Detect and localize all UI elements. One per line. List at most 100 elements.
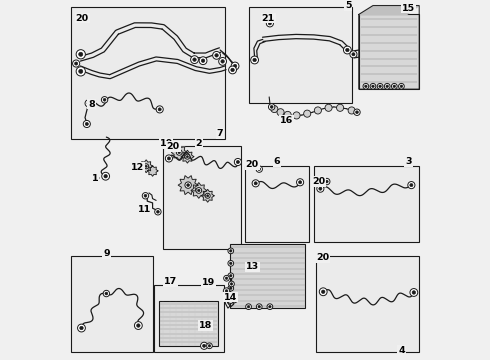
Circle shape (319, 187, 322, 190)
Circle shape (247, 305, 250, 308)
Circle shape (202, 344, 206, 347)
Text: 16: 16 (280, 116, 294, 125)
Circle shape (325, 180, 328, 183)
Circle shape (321, 290, 325, 293)
Circle shape (76, 67, 85, 76)
Circle shape (230, 283, 233, 285)
Text: 4: 4 (398, 346, 405, 355)
Circle shape (271, 105, 278, 113)
Circle shape (171, 144, 177, 150)
Text: 20: 20 (167, 142, 180, 151)
Bar (154, 285, 223, 352)
Circle shape (252, 180, 259, 187)
Circle shape (304, 110, 311, 117)
Circle shape (165, 155, 172, 162)
Circle shape (213, 51, 220, 59)
Text: 20: 20 (313, 177, 325, 186)
Polygon shape (140, 160, 152, 173)
Circle shape (176, 149, 182, 155)
Text: 20: 20 (245, 160, 259, 169)
Circle shape (296, 179, 304, 186)
Circle shape (155, 208, 161, 215)
Circle shape (228, 285, 234, 291)
Text: 9: 9 (103, 249, 110, 258)
Circle shape (256, 166, 263, 172)
Circle shape (231, 296, 238, 303)
Bar (71, 7, 225, 139)
Circle shape (229, 262, 232, 265)
Circle shape (185, 182, 191, 188)
Circle shape (348, 107, 355, 114)
Circle shape (104, 175, 107, 178)
Circle shape (228, 248, 234, 254)
Circle shape (74, 62, 78, 65)
Circle shape (191, 56, 198, 63)
Circle shape (410, 184, 413, 187)
Circle shape (85, 100, 92, 107)
Circle shape (352, 53, 355, 56)
Circle shape (223, 275, 229, 281)
Circle shape (207, 195, 209, 197)
Circle shape (142, 193, 148, 199)
Bar (316, 256, 419, 352)
Circle shape (229, 274, 232, 277)
Text: 11: 11 (138, 206, 151, 215)
Circle shape (354, 109, 360, 116)
Circle shape (317, 185, 324, 192)
Circle shape (277, 109, 284, 116)
Circle shape (80, 326, 83, 330)
Circle shape (172, 145, 175, 148)
Text: 12: 12 (131, 163, 144, 172)
Circle shape (167, 157, 171, 160)
Circle shape (410, 289, 418, 296)
Circle shape (134, 321, 142, 329)
Circle shape (225, 277, 228, 279)
Circle shape (267, 20, 273, 27)
Polygon shape (178, 176, 198, 194)
Circle shape (144, 194, 147, 197)
Circle shape (186, 156, 189, 158)
Circle shape (187, 184, 190, 186)
Text: 6: 6 (274, 157, 280, 166)
Circle shape (377, 84, 383, 89)
Circle shape (229, 249, 232, 252)
Circle shape (83, 120, 90, 127)
Text: 1: 1 (92, 174, 98, 183)
Circle shape (258, 168, 261, 171)
Circle shape (298, 181, 302, 184)
Text: 14: 14 (223, 293, 237, 302)
Text: 17: 17 (164, 277, 177, 286)
Circle shape (233, 298, 236, 301)
Circle shape (269, 22, 271, 25)
Circle shape (258, 305, 261, 308)
Circle shape (103, 290, 110, 297)
Circle shape (219, 58, 226, 65)
Circle shape (345, 48, 349, 52)
Circle shape (215, 54, 219, 57)
Circle shape (319, 288, 327, 296)
Text: 10: 10 (160, 139, 172, 148)
Circle shape (363, 84, 368, 89)
Circle shape (229, 281, 234, 287)
Circle shape (400, 85, 403, 87)
Circle shape (101, 96, 108, 103)
Circle shape (293, 112, 300, 119)
Circle shape (178, 151, 180, 154)
Circle shape (144, 164, 148, 169)
Circle shape (228, 273, 234, 279)
Circle shape (193, 58, 196, 62)
Circle shape (185, 154, 190, 159)
Circle shape (205, 193, 210, 198)
Text: 5: 5 (345, 1, 351, 10)
Polygon shape (147, 166, 158, 176)
Circle shape (229, 66, 237, 74)
Polygon shape (191, 183, 207, 198)
Circle shape (145, 165, 147, 167)
Circle shape (197, 189, 200, 192)
Circle shape (225, 289, 228, 292)
Polygon shape (201, 189, 214, 202)
Circle shape (412, 291, 416, 294)
Bar (314, 166, 419, 242)
Circle shape (256, 304, 262, 310)
Polygon shape (359, 6, 419, 14)
